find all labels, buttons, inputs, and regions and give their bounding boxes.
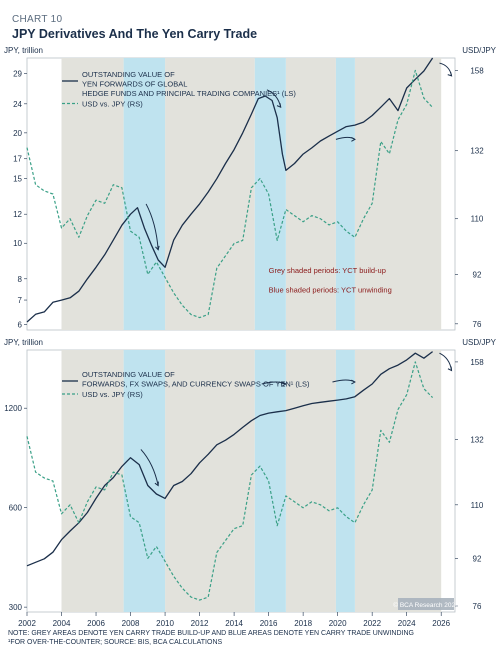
right-tick-label-1: 92 [473,554,482,563]
x-tick-label-12: 2026 [432,619,450,628]
chart-kicker: CHART 10 [12,14,63,25]
series-line-usdjpy [26,361,434,601]
annotation-arrowhead-1 [282,381,287,387]
left-tick-label-5: 15 [13,175,22,184]
grey-shade-2 [285,350,336,612]
series-line-usdjpy [26,69,434,319]
right-tick-label-3: 132 [470,147,484,156]
chart-title: JPY Derivatives And The Yen Carry Trade [12,27,257,41]
legend: OUTSTANDING VALUE OF YEN FORWARDS OF GLOB… [62,70,296,109]
right-tick-label-2: 110 [471,215,484,224]
annotation-arrowhead-0 [154,481,159,487]
x-tick-label-8: 2018 [294,619,312,628]
footnote-line-2: ¹FOR OVER-THE-COUNTER; SOURCE: BIS, BCA … [8,639,223,646]
left-tick-label-1: 7 [18,296,23,305]
x-tick-label-4: 2010 [156,619,174,628]
annotation-arrowhead-1 [276,103,282,108]
grey-shade-1 [165,58,255,330]
series-line-forwards [26,351,433,567]
legend-label-usdjpy: USD vs. JPY (RS) [82,390,143,399]
bottom-panel: JPY, trillion USD/JPY 300 600 1200 76 92 110 132… [4,338,497,613]
left-tick-label-8: 24 [13,100,22,109]
legend-label-forwards: OUTSTANDING VALUE OF YEN FORWARDS OF GLOB… [82,70,296,98]
grey-shade-1 [165,350,255,612]
left-tick-label-0: 300 [9,603,23,612]
annotation-arrowhead-2 [351,136,356,142]
x-axis: 2002 2004 2006 2008 2010 2012 2014 2016 2018 2020… [18,612,451,628]
right-tick-label-3: 132 [470,435,484,444]
blue-shade-2 [335,350,355,612]
x-tick-label-11: 2024 [398,619,416,628]
blue-shade-1 [254,58,286,330]
legend-label-usdjpy: USD vs. JPY (RS) [82,100,143,109]
top-panel: JPY, trillion USD/JPY 6 7 8 10 12 15 17 20 24 29 76 9… [4,46,497,331]
source-tag: © BCA Research 2026 [393,601,459,609]
annotation-arrowhead-2 [351,379,356,385]
left-tick-label-6: 17 [13,155,22,164]
left-tick-label-9: 29 [13,70,22,79]
right-axis-unit: USD/JPY [462,46,496,55]
grey-shade-0 [61,58,124,330]
annotation-arrowhead-3 [447,366,453,372]
left-tick-label-1: 600 [9,504,23,513]
right-axis-unit: USD/JPY [462,338,496,347]
footnote-line-1: NOTE: GREY AREAS DENOTE YEN CARRY TRADE … [8,630,414,637]
grey-shade-0 [61,350,124,612]
x-tick-label-5: 2012 [191,619,209,628]
grey-shade-3 [354,58,442,330]
right-tick-label-0: 76 [473,320,482,329]
legend: OUTSTANDING VALUE OF FORWARDS, FX SWAPS, … [62,370,310,399]
grey-shade-2 [285,58,336,330]
right-tick-label-4: 158 [470,66,484,75]
left-tick-label-3: 10 [13,239,22,248]
blue-shade-1 [254,350,286,612]
x-tick-label-3: 2008 [122,619,140,628]
left-tick-label-2: 1200 [4,404,22,413]
annotation-arrow-0 [145,203,159,250]
left-tick-label-4: 12 [13,210,22,219]
left-axis-unit: JPY, trillion [4,338,43,347]
annotation-arrow-0 [140,449,159,486]
annotation-blue: Blue shaded periods: YCT unwinding [269,285,392,294]
left-tick-label-2: 8 [18,275,23,284]
annotation-arrowhead-3 [447,71,453,77]
right-tick-label-2: 110 [471,501,484,510]
x-tick-label-10: 2022 [363,619,381,628]
x-tick-label-7: 2016 [260,619,278,628]
annotation-arrowhead-0 [155,245,160,251]
source-tag-bg [398,598,454,610]
right-tick-label-4: 158 [470,358,484,367]
left-tick-label-7: 20 [13,129,22,138]
left-axis-unit: JPY, trillion [4,46,43,55]
x-tick-label-1: 2004 [53,619,71,628]
x-tick-label-0: 2002 [18,619,36,628]
annotation-grey: Grey shaded periods: YCT build-up [269,266,386,275]
x-tick-label-6: 2014 [225,619,243,628]
series-line-forwards [26,57,434,323]
blue-shade-0 [123,58,166,330]
right-tick-label-0: 76 [473,602,482,611]
x-tick-label-9: 2020 [329,619,347,628]
right-tick-label-1: 92 [473,270,482,279]
grey-shade-3 [354,350,442,612]
blue-shade-0 [123,350,166,612]
left-tick-label-0: 6 [18,321,23,330]
legend-label-forwards: OUTSTANDING VALUE OF FORWARDS, FX SWAPS, … [82,370,310,389]
x-tick-label-2: 2006 [87,619,105,628]
